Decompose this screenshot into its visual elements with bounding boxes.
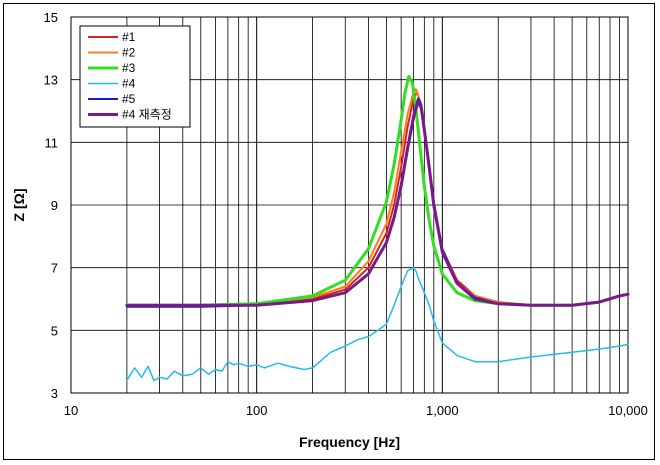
- series-line-5: [125, 97, 629, 308]
- y-tick-label: 3: [51, 386, 58, 401]
- legend-label: #2: [122, 46, 136, 60]
- series-line-2: [125, 88, 629, 307]
- tick-labels: 10 100 1,000 10,000 3 5 7 9 11 13 15: [44, 10, 648, 418]
- y-tick-label: 13: [44, 73, 58, 88]
- x-tick-label: 10: [64, 403, 78, 418]
- y-tick-label: 9: [51, 198, 58, 213]
- y-axis-title: Z [Ω]: [11, 189, 27, 222]
- y-tick-label: 5: [51, 323, 58, 338]
- legend-label: #4: [122, 77, 136, 91]
- y-tick-label: 15: [44, 10, 58, 25]
- y-tick-label: 11: [45, 135, 59, 150]
- series-lines: [125, 75, 630, 382]
- plot-area: [70, 16, 629, 394]
- y-tick-label: 7: [51, 261, 58, 276]
- legend-label: #5: [122, 92, 136, 106]
- x-axis-title: Frequency [Hz]: [299, 434, 400, 450]
- series-line-4: [126, 266, 629, 382]
- series-line-3: [125, 75, 630, 307]
- x-tick-label: 1,000: [426, 403, 459, 418]
- series-line-6: [125, 100, 630, 307]
- legend-box: [79, 25, 191, 128]
- legend: #1 #2#3 #4#5 #4 재측정: [79, 25, 191, 128]
- legend-label: #1: [122, 30, 136, 44]
- legend-label: #3: [122, 61, 136, 75]
- x-tick-label: 10,000: [608, 403, 648, 418]
- legend-label: #4 재측정: [122, 108, 172, 122]
- x-tick-label: 100: [246, 403, 268, 418]
- series-line-1: [125, 91, 629, 307]
